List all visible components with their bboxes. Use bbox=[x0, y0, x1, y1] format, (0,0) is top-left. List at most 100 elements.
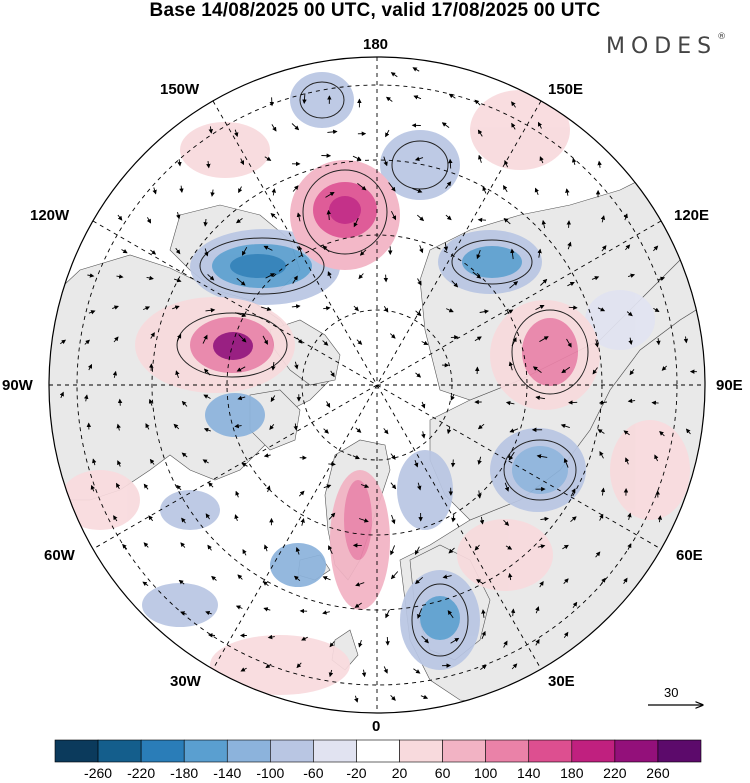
wind-vector-arrow bbox=[296, 337, 303, 344]
wind-vector-arrow bbox=[206, 161, 211, 169]
wind-vector-arrow bbox=[267, 634, 275, 640]
wind-vector-arrow bbox=[117, 398, 123, 406]
wind-vector-arrow bbox=[627, 512, 632, 521]
wind-vector-arrow bbox=[448, 93, 456, 99]
map-title: Base 14/08/2025 00 UTC, valid 17/08/2025… bbox=[149, 0, 601, 21]
anomaly-high-4-core bbox=[344, 480, 372, 560]
wind-vector-arrow bbox=[571, 157, 577, 166]
wind-vector-arrow bbox=[181, 517, 186, 524]
contour-2 bbox=[302, 169, 388, 255]
wind-vector-arrow bbox=[654, 454, 659, 462]
wind-vector-arrow bbox=[448, 158, 453, 169]
wind-vector-arrow bbox=[112, 370, 118, 378]
wind-vector-arrow bbox=[361, 669, 367, 678]
wind-vector-arrow bbox=[503, 218, 511, 225]
wind-vector-arrow bbox=[292, 185, 299, 192]
wind-vector-arrow bbox=[237, 395, 246, 401]
wind-vector-arrow bbox=[293, 575, 301, 582]
contour-1 bbox=[199, 237, 325, 295]
map-border bbox=[48, 56, 706, 714]
wind-vector-arrow bbox=[479, 309, 489, 314]
wind-vector-arrow bbox=[148, 398, 154, 406]
wind-vector-arrow bbox=[352, 155, 362, 161]
colorbar-swatch bbox=[54, 739, 99, 763]
wind-vector-arrow bbox=[180, 542, 186, 548]
wind-vector-arrow bbox=[474, 544, 480, 551]
wind-vector-arrow bbox=[597, 307, 606, 312]
anomaly-low-5 bbox=[380, 130, 460, 200]
wind-vector-arrow bbox=[597, 160, 602, 168]
wind-vector-arrow bbox=[563, 578, 569, 585]
wind-vector-arrow bbox=[322, 245, 330, 253]
wind-vector-arrow bbox=[269, 424, 275, 431]
anomaly-low-11 bbox=[160, 490, 220, 530]
wind-vector-arrow bbox=[537, 544, 546, 549]
wind-vector-arrow bbox=[116, 482, 121, 490]
wind-vector-arrow bbox=[591, 276, 600, 281]
wind-vector-arrow bbox=[149, 458, 155, 465]
wind-vector-arrow bbox=[87, 363, 93, 371]
wind-vector-arrow bbox=[415, 310, 422, 317]
lon-label-120w: 120W bbox=[30, 207, 70, 224]
colorbar-swatch bbox=[485, 739, 530, 763]
colorbar-tick-label: 100 bbox=[473, 765, 498, 781]
wind-vector-arrow bbox=[474, 336, 482, 342]
wind-vector-arrow bbox=[234, 423, 242, 429]
colorbar-tick-label: 140 bbox=[517, 765, 541, 781]
wind-vector-arrow bbox=[83, 394, 89, 402]
wind-vector-arrow bbox=[560, 423, 570, 429]
contour-5 bbox=[503, 439, 577, 501]
registered-mark: ® bbox=[717, 32, 727, 42]
wind-vector-arrow bbox=[385, 636, 390, 646]
wind-vector-arrow bbox=[260, 306, 272, 312]
wind-vector-arrow bbox=[236, 366, 246, 372]
wind-vector-arrow bbox=[323, 484, 332, 489]
wind-vector-arrow bbox=[625, 244, 631, 251]
wind-vector-arrow bbox=[419, 245, 424, 254]
colorbar-tick-label: 180 bbox=[560, 765, 584, 781]
wind-vector-arrow bbox=[176, 333, 182, 342]
wind-vector-arrow bbox=[353, 305, 359, 312]
wind-vector-arrow bbox=[328, 461, 336, 467]
wind-vector-arrow bbox=[323, 428, 329, 434]
wind-vector-arrow bbox=[594, 339, 599, 348]
wind-vector-arrow bbox=[450, 459, 456, 468]
wind-vector-arrow bbox=[503, 185, 508, 193]
wind-vector-arrow bbox=[567, 281, 575, 287]
wind-vector-arrow bbox=[659, 430, 665, 437]
wind-vector-arrow bbox=[414, 156, 424, 161]
wind-vector-arrow bbox=[358, 273, 364, 280]
wind-vector-arrow bbox=[535, 304, 545, 311]
wind-vector-arrow bbox=[597, 429, 605, 434]
wind-vector-arrow bbox=[293, 423, 298, 431]
wind-vector-arrow bbox=[263, 607, 271, 612]
wind-vector-arrow bbox=[205, 513, 211, 520]
wind-vector-arrow bbox=[357, 182, 367, 191]
wind-vector-arrow bbox=[325, 401, 331, 408]
lon-label-30e: 30E bbox=[548, 673, 575, 690]
wind-vector-arrow bbox=[143, 483, 149, 490]
anomaly-low-1-center bbox=[230, 254, 286, 278]
wind-vector-arrow bbox=[390, 210, 397, 221]
wind-vector-arrow bbox=[208, 633, 216, 638]
wind-vector-arrow bbox=[391, 514, 396, 525]
wind-vector-arrow bbox=[480, 664, 487, 670]
wind-vector-arrow bbox=[241, 462, 248, 468]
wind-vector-arrow bbox=[235, 218, 243, 224]
wind-vector-arrow bbox=[451, 280, 459, 288]
wind-vector-arrow bbox=[476, 249, 481, 260]
wind-vector-arrow bbox=[653, 307, 660, 312]
wind-vector-arrow bbox=[505, 400, 515, 406]
wind-vector-arrow bbox=[88, 310, 96, 315]
wind-vector-arrow bbox=[322, 610, 330, 615]
anomaly-low-9 bbox=[397, 450, 453, 530]
lon-label-90w: 90W bbox=[2, 377, 33, 394]
anomaly-high-1-center bbox=[329, 196, 361, 224]
wind-vector-arrow bbox=[390, 482, 397, 490]
wind-vector-arrow bbox=[178, 579, 185, 585]
wind-vector-arrow bbox=[264, 156, 272, 161]
lon-label-0: 0 bbox=[372, 718, 381, 735]
wind-vector-arrow bbox=[565, 188, 570, 196]
contour-6 bbox=[411, 583, 469, 657]
